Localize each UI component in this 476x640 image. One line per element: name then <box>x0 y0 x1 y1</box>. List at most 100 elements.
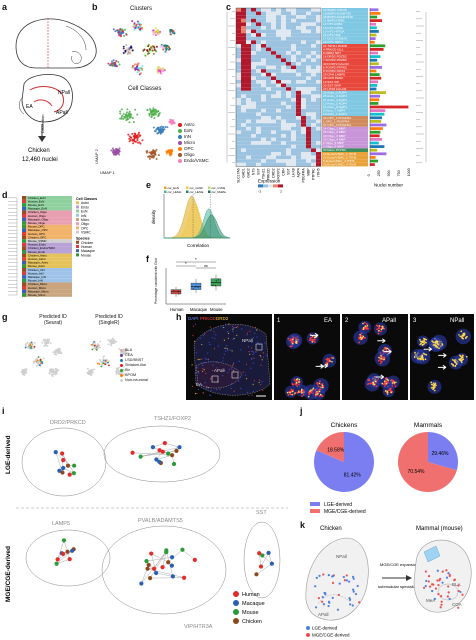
predicted-id-point <box>50 373 53 376</box>
heatmap-cell <box>306 18 311 23</box>
heatmap-cell <box>261 130 266 134</box>
k-mammal-cell <box>437 584 440 587</box>
heatmap-cell <box>236 47 241 52</box>
network-edge <box>182 549 195 561</box>
fluorescent-signal <box>231 364 233 366</box>
heatmap-cell <box>281 15 286 19</box>
heatmap-cell <box>271 11 276 16</box>
heatmap-cell <box>281 98 286 102</box>
umap-cluster-point <box>138 69 141 72</box>
heatmap-cell <box>256 76 261 80</box>
arrow-icon <box>423 346 432 352</box>
heatmap-cell <box>276 76 281 80</box>
network-node <box>71 471 76 476</box>
fluorescent-signal <box>191 385 193 388</box>
predicted-id-point <box>25 368 28 371</box>
transcript-dot <box>286 391 289 394</box>
heatmap-cell <box>276 11 281 16</box>
fluorescent-signal <box>245 378 248 380</box>
heatmap-cell <box>236 87 241 91</box>
transcript-dot <box>364 325 367 327</box>
heatmap-cell <box>256 137 261 142</box>
network-node <box>67 557 72 562</box>
heatmap-cell <box>301 152 306 156</box>
fluorescent-signal <box>203 369 205 371</box>
transcript-dot <box>392 380 395 382</box>
heatmap-cell <box>286 101 291 106</box>
nuclei-count-label: 12,460 nuclei <box>22 157 58 163</box>
fluorescent-signal <box>213 331 215 333</box>
cluster-label: 28 CRH PENK <box>323 76 344 80</box>
umap-class-point <box>113 149 116 152</box>
nuclei-bar <box>370 80 378 84</box>
transcript-dot <box>436 342 439 345</box>
fluorescent-signal <box>252 390 255 392</box>
heatmap-cell <box>241 65 246 70</box>
heatmap-cell <box>271 36 276 41</box>
fluorescent-signal <box>199 337 201 340</box>
legend-label: Endo/VSMC <box>184 158 209 163</box>
heatmap-cell <box>241 123 246 127</box>
fluorescent-signal <box>202 364 204 367</box>
transcript-dot <box>290 388 293 391</box>
gene-label: SST <box>257 168 261 175</box>
umap-class-point <box>127 113 130 116</box>
cluster-label: 9 FOXP2 NOX3 <box>323 69 345 73</box>
umap-cluster-point <box>148 48 151 51</box>
heatmap-cell <box>256 72 261 77</box>
heatmap-cell <box>251 162 256 167</box>
predicted-id-point <box>33 341 36 344</box>
predicted-id-point <box>116 372 118 374</box>
species-band <box>22 232 26 236</box>
heatmap-cell <box>286 83 291 88</box>
umap-cluster-point <box>168 47 171 50</box>
umap-class-point <box>164 125 167 128</box>
heatmap-cell <box>236 69 241 73</box>
network-node <box>260 553 265 558</box>
corr-row-band <box>22 286 72 290</box>
heatmap-cell <box>316 130 321 134</box>
boxplot-point <box>177 291 179 293</box>
heatmap-cell <box>241 18 246 23</box>
network-node <box>144 559 149 564</box>
heatmap-cell <box>256 152 261 156</box>
k-mammal-cell <box>438 579 441 582</box>
fluorescent-signal <box>197 371 199 373</box>
k-chicken-cell <box>331 596 334 600</box>
fluorescent-signal <box>196 392 198 395</box>
k-chicken-cell <box>356 584 359 588</box>
heatmap-cell <box>306 51 311 55</box>
heatmap-cell <box>301 51 306 55</box>
heatmap-cell <box>236 119 241 124</box>
species-band <box>22 293 26 297</box>
heatmap-cell <box>241 94 246 98</box>
network-group-label: TSHZ1/FOXP2 <box>154 416 191 422</box>
transcript-dot <box>421 356 424 358</box>
transcript-dot <box>362 328 365 331</box>
panel-label-b: b <box>92 2 98 12</box>
transcript-dot <box>462 358 464 361</box>
transcript-dot <box>314 394 317 397</box>
heatmap-cell <box>276 36 281 41</box>
predicted-id-point <box>55 367 58 370</box>
fluorescent-signal <box>227 330 229 333</box>
heatmap-cell <box>246 58 251 62</box>
fluorescent-signal <box>250 347 253 349</box>
heatmap-cell <box>261 72 266 77</box>
heatmap-cell <box>246 98 251 102</box>
heatmap-cell <box>276 33 281 37</box>
heatmap-cell <box>236 11 241 16</box>
k-mammal-cell <box>457 584 460 587</box>
fluorescent-signal <box>192 325 195 327</box>
transcript-dot <box>300 388 303 391</box>
heatmap-cell <box>306 116 311 120</box>
heatmap-cell <box>251 47 256 52</box>
heatmap-cell <box>291 18 296 23</box>
umap-cluster-point <box>141 48 144 51</box>
heatmap-cell <box>286 137 291 142</box>
heatmap-cell <box>236 26 241 30</box>
network-node <box>154 570 159 576</box>
k-legend-mge: MGE/CGE-derived <box>312 633 350 638</box>
heatmap-cell <box>246 11 251 16</box>
predicted-id-point <box>109 339 112 342</box>
